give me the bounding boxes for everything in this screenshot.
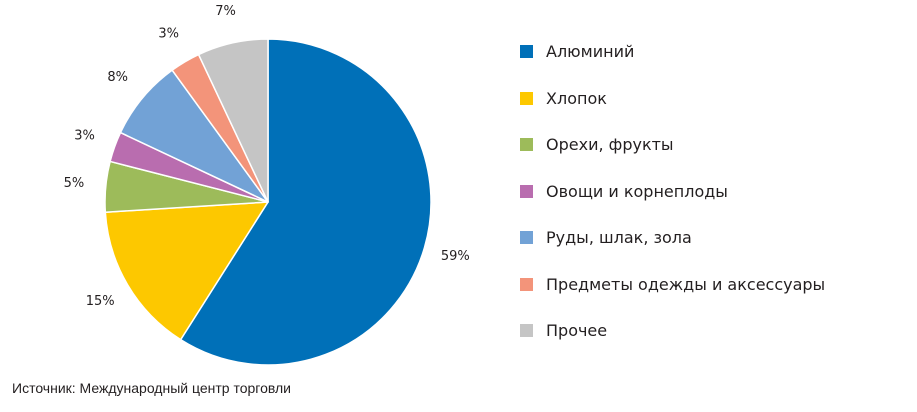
legend-swatch (520, 231, 533, 244)
pie-value-label-хлопок: 15% (86, 294, 115, 309)
legend-swatch (520, 184, 533, 198)
legend-item-руды-шлак-зола: Руды, шлак, зола (520, 226, 825, 249)
legend-item-алюминий: Алюминий (520, 40, 825, 63)
legend-label: Орехи, фрукты (546, 135, 674, 154)
legend-label: Овощи и корнеплоды (546, 181, 728, 201)
pie-value-label-предметы-одежды-и-аксессуары: 3% (158, 27, 179, 42)
legend-label: Прочее (546, 321, 608, 340)
legend-swatch (520, 324, 533, 337)
pie-value-label-алюминий: 59% (441, 249, 470, 264)
pie-slice-прочее (197, 38, 269, 203)
pie-slice-хлопок (104, 201, 269, 341)
legend-label: Руды, шлак, зола (546, 228, 692, 247)
pie-slice-алюминий (179, 38, 432, 366)
legend-label: Алюминий (546, 42, 635, 61)
legend-item-хлопок: Хлопок (520, 87, 825, 110)
legend-swatch (520, 45, 533, 58)
legend-label: Хлопок (546, 88, 607, 108)
pie-value-labels: 59% 15% 5% 3% 8% 3% 7% (64, 4, 470, 309)
pie-slices (104, 38, 432, 366)
legend: Алюминий Хлопок Орехи, фрукты Овощи и корне… (520, 40, 825, 366)
legend-swatch (520, 138, 533, 151)
pie-value-label-овощи-и-корнеплоды: 3% (74, 128, 95, 143)
legend-swatch (520, 277, 533, 291)
legend-swatch (520, 91, 533, 105)
legend-item-орехи-фрукты: Орехи, фрукты (520, 133, 825, 156)
pie-value-label-орехи-фрукты: 5% (64, 176, 85, 191)
pie-value-label-руды-шлак-зола: 8% (107, 70, 128, 85)
source-note: Источник: Международный центр торговли (12, 380, 291, 396)
legend-item-прочее: Прочее (520, 319, 825, 342)
legend-item-предметы-одежды-и-аксессуары: Предметы одежды и аксессуары (520, 273, 825, 296)
pie-value-label-прочее: 7% (215, 4, 236, 19)
legend-label: Предметы одежды и аксессуары (546, 274, 826, 294)
legend-item-овощи-и-корнеплоды: Овощи и корнеплоды (520, 180, 825, 203)
